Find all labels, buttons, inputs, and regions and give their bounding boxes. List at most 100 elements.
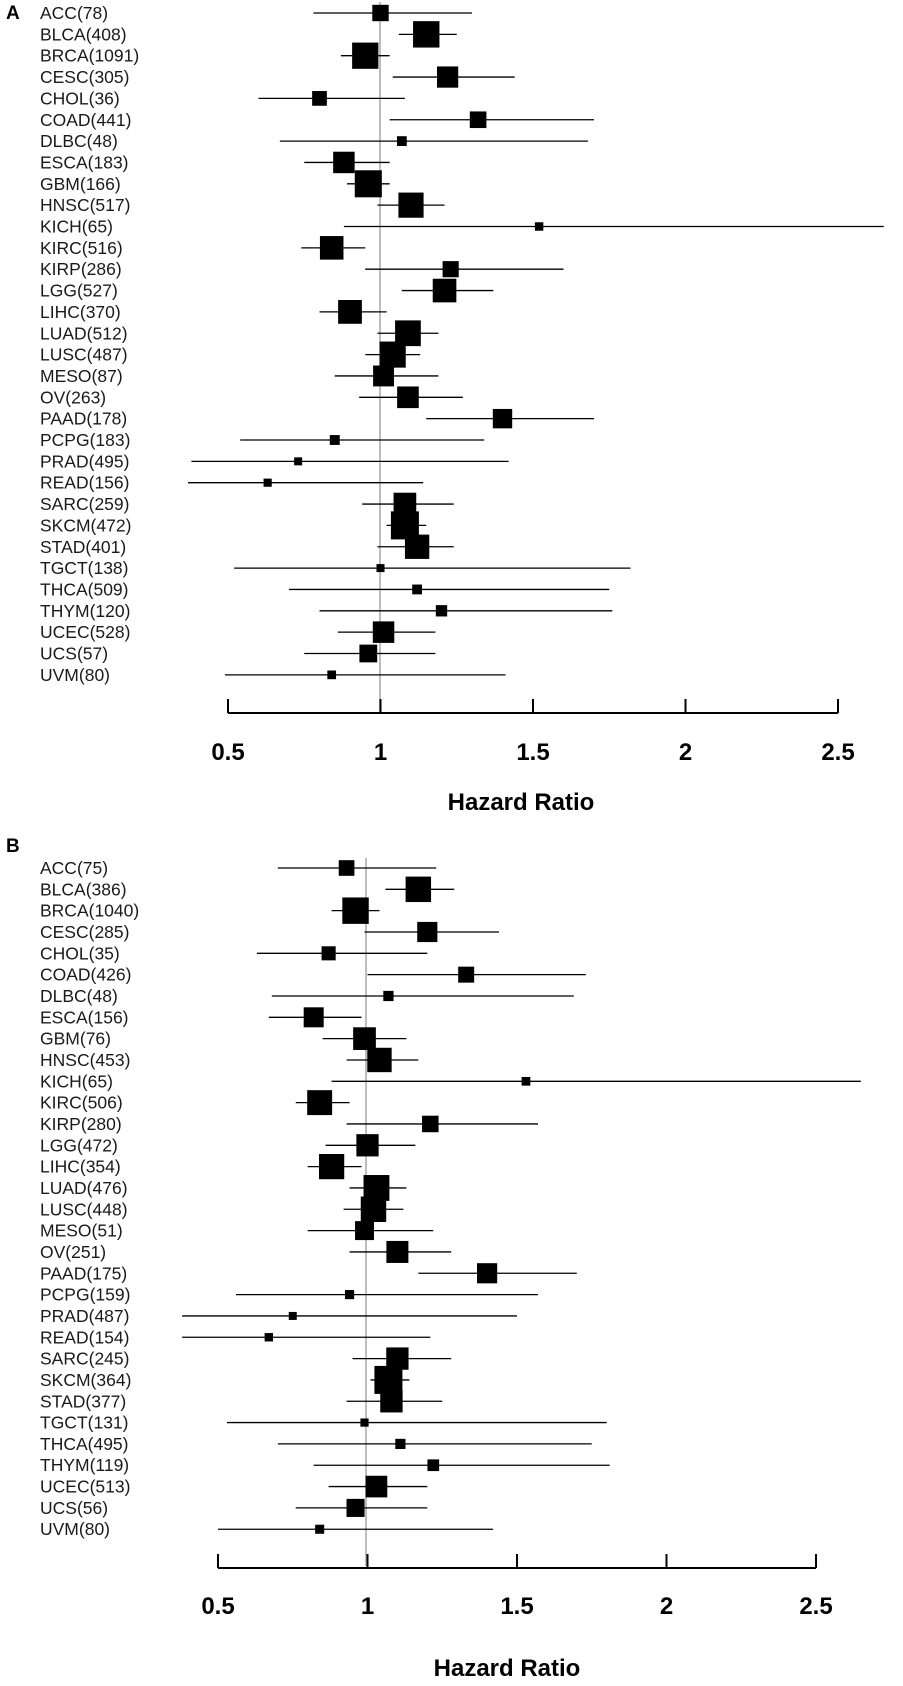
row-label: UCS(56) xyxy=(40,1498,108,1518)
hazard-ratio-marker xyxy=(346,1498,365,1517)
row-label: SKCM(472) xyxy=(40,515,131,535)
hazard-ratio-marker xyxy=(307,1090,333,1116)
panel-a-ticks: 0.5 1 1.5 2 2.5 xyxy=(211,699,855,766)
panel-b-ticks: 0.5 1 1.5 2 2.5 xyxy=(201,1554,833,1620)
hazard-ratio-marker xyxy=(288,1311,297,1320)
forest-row: UCS(57) xyxy=(40,644,436,664)
forest-row: LUAD(476) xyxy=(40,1175,407,1201)
row-label: KICH(65) xyxy=(40,1071,113,1091)
panel-b-label: B xyxy=(6,836,20,857)
forest-row: ESCA(183) xyxy=(40,151,390,174)
row-label: BRCA(1091) xyxy=(40,46,139,66)
forest-row: SKCM(472) xyxy=(40,511,427,540)
x-tick-label: 2.5 xyxy=(799,1593,832,1620)
forest-row: SARC(259) xyxy=(40,492,454,516)
hazard-ratio-marker xyxy=(405,876,432,903)
hazard-ratio-marker xyxy=(356,1134,379,1157)
forest-row: BLCA(408) xyxy=(40,21,457,48)
forest-row: LIHC(370) xyxy=(40,300,387,324)
hazard-ratio-marker xyxy=(365,1475,388,1498)
panel-b: B ACC(75)BLCA(386)BRCA(1040)CESC(285)CHO… xyxy=(6,836,861,1682)
forest-row: KICH(65) xyxy=(40,1071,861,1091)
hazard-ratio-marker xyxy=(442,261,459,278)
forest-row: KIRC(516) xyxy=(40,236,366,260)
row-label: PCPG(159) xyxy=(40,1285,130,1305)
row-label: PRAD(487) xyxy=(40,1306,129,1326)
hazard-ratio-marker xyxy=(492,408,513,429)
forest-row: ACC(75) xyxy=(40,858,437,878)
hazard-ratio-marker xyxy=(436,66,459,88)
hazard-ratio-marker xyxy=(404,534,430,559)
row-label: ACC(75) xyxy=(40,858,108,878)
forest-row: CESC(305) xyxy=(40,66,515,88)
panel-b-x-axis-title: Hazard Ratio xyxy=(434,1655,581,1682)
forest-row: KICH(65) xyxy=(40,217,884,237)
x-tick-label: 0.5 xyxy=(211,739,244,766)
forest-row: CHOL(36) xyxy=(40,88,405,108)
row-label: MESO(87) xyxy=(40,366,123,386)
forest-row: UCEC(528) xyxy=(40,621,436,643)
row-label: THYM(119) xyxy=(40,1455,129,1475)
hazard-ratio-marker xyxy=(412,584,423,595)
hazard-ratio-marker xyxy=(376,564,385,573)
forest-row: DLBC(48) xyxy=(40,986,574,1006)
hazard-ratio-marker xyxy=(338,860,355,876)
row-label: GBM(76) xyxy=(40,1029,111,1049)
forest-row: LGG(472) xyxy=(40,1134,416,1157)
hazard-ratio-marker xyxy=(352,42,379,69)
hazard-ratio-marker xyxy=(469,111,487,129)
row-label: PCPG(183) xyxy=(40,430,130,450)
hazard-ratio-marker xyxy=(359,644,378,663)
row-label: SARC(245) xyxy=(40,1349,129,1369)
row-label: CHOL(36) xyxy=(40,88,120,108)
hazard-ratio-marker xyxy=(294,457,303,466)
row-label: UCEC(513) xyxy=(40,1477,130,1497)
row-label: UVM(80) xyxy=(40,1519,110,1539)
hazard-ratio-marker xyxy=(422,1115,439,1133)
forest-row: KIRC(506) xyxy=(40,1090,350,1116)
row-label: THCA(495) xyxy=(40,1434,129,1454)
forest-row: THYM(120) xyxy=(40,601,613,621)
row-label: UVM(80) xyxy=(40,665,110,685)
forest-row: PAAD(175) xyxy=(40,1263,577,1284)
forest-row: READ(156) xyxy=(40,473,424,493)
panel-a-x-axis-title: Hazard Ratio xyxy=(448,789,595,816)
forest-row: STAD(377) xyxy=(40,1390,443,1413)
row-label: TGCT(138) xyxy=(40,558,128,578)
forest-row: THCA(509) xyxy=(40,579,610,599)
hazard-ratio-marker xyxy=(383,990,394,1002)
hazard-ratio-marker xyxy=(264,1333,274,1342)
hazard-ratio-marker xyxy=(321,946,336,961)
forest-row: READ(154) xyxy=(40,1327,431,1347)
forest-row: CESC(285) xyxy=(40,921,500,943)
hazard-ratio-marker xyxy=(413,21,440,48)
forest-row: ESCA(156) xyxy=(40,1007,362,1028)
forest-row: KIRP(280) xyxy=(40,1114,538,1134)
forest-row: LUSC(448) xyxy=(40,1196,404,1222)
hazard-ratio-marker xyxy=(333,151,355,174)
hazard-ratio-marker xyxy=(386,1240,409,1263)
row-label: TGCT(131) xyxy=(40,1413,128,1433)
row-label: COAD(441) xyxy=(40,110,131,130)
forest-row: DLBC(48) xyxy=(40,131,588,151)
row-label: STAD(401) xyxy=(40,537,126,557)
forest-row: MESO(87) xyxy=(40,365,439,387)
hazard-ratio-marker xyxy=(380,1390,403,1413)
row-label: READ(156) xyxy=(40,473,129,493)
x-tick-label: 1.5 xyxy=(500,1593,533,1620)
forest-row: UVM(80) xyxy=(40,1519,494,1539)
row-label: HNSC(453) xyxy=(40,1050,130,1070)
forest-row: THYM(119) xyxy=(40,1455,610,1475)
hazard-ratio-marker xyxy=(319,1154,345,1180)
row-label: THYM(120) xyxy=(40,601,130,621)
row-label: PAAD(175) xyxy=(40,1263,127,1283)
forest-row: UCS(56) xyxy=(40,1498,428,1518)
x-tick-label: 1.5 xyxy=(516,739,549,766)
row-label: READ(154) xyxy=(40,1327,129,1347)
forest-row: PCPG(159) xyxy=(40,1285,538,1305)
row-label: HNSC(517) xyxy=(40,195,130,215)
row-label: KIRP(286) xyxy=(40,259,122,279)
row-label: LUSC(487) xyxy=(40,345,128,365)
hazard-ratio-marker xyxy=(355,1221,374,1241)
row-label: LUAD(512) xyxy=(40,323,128,343)
